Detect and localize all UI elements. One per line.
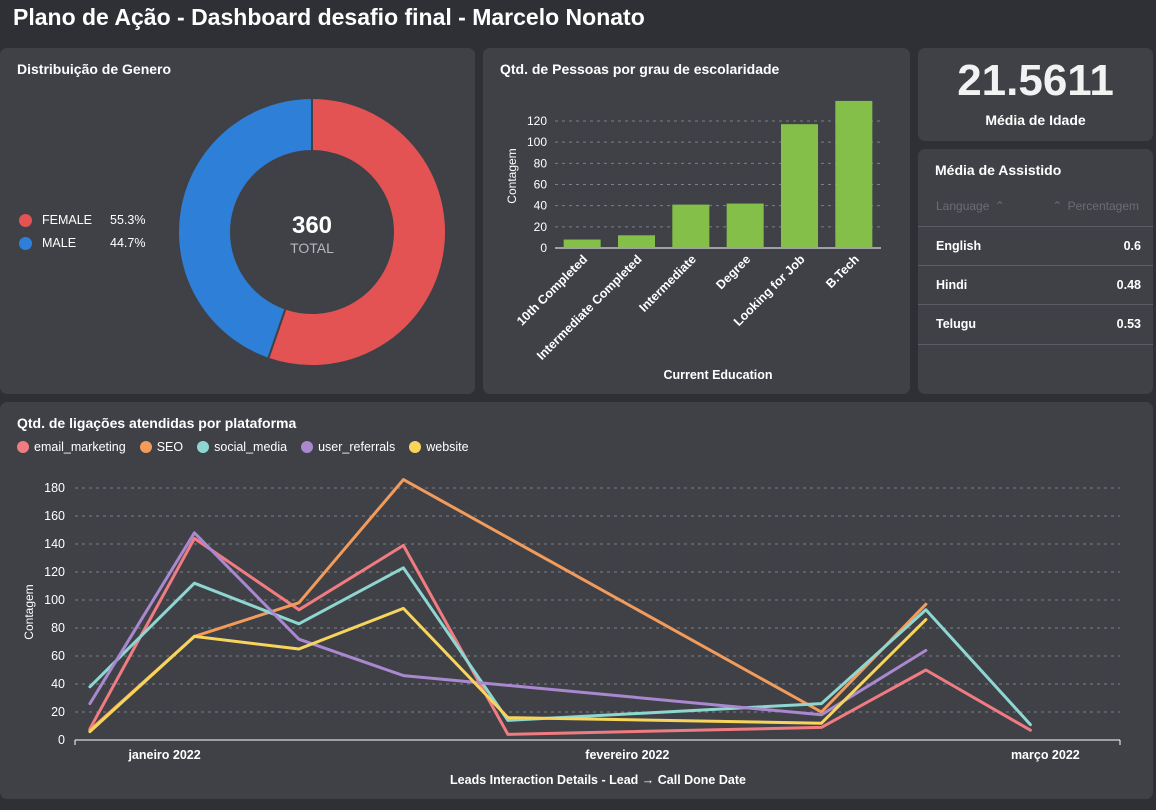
- column-label-language: Language: [936, 199, 990, 213]
- y-tick-label: 180: [44, 481, 65, 495]
- y-tick-label: 80: [51, 621, 65, 635]
- bar[interactable]: [618, 235, 655, 248]
- y-axis-title: Contagem: [505, 148, 519, 203]
- y-tick-label: 120: [44, 565, 65, 579]
- calls-line-chart: 0 20 40 60 80 100 120 140 160 180 janeiro 2022 feve…: [22, 478, 1121, 787]
- page-title: Plano de Ação - Dashboard desafio final …: [13, 4, 645, 30]
- table-cell-value: 0.53: [1116, 317, 1141, 331]
- gender-donut-chart: 360 TOTAL: [177, 96, 447, 367]
- series-line-seo[interactable]: [88, 478, 928, 732]
- bar[interactable]: [672, 204, 710, 248]
- table-row[interactable]: Telugu 0.53: [918, 304, 1153, 345]
- y-tick-label: 20: [534, 220, 548, 234]
- y-tick-label: 0: [58, 733, 65, 747]
- legend-label: website: [426, 440, 469, 454]
- y-tick-label: 140: [44, 537, 65, 551]
- y-tick-label: 40: [534, 199, 548, 213]
- age-kpi-card: 21.5611 Média de Idade: [918, 48, 1153, 141]
- x-tick-label: março 2022: [1011, 748, 1080, 762]
- gender-distribution-card: Distribuição de Genero FEMALE 55.3% MALE…: [0, 48, 475, 394]
- watch-card-title: Média de Assistido: [935, 162, 1062, 178]
- table-row[interactable]: English 0.6: [918, 226, 1153, 266]
- y-tick-label: 40: [51, 677, 65, 691]
- legend-label: social_media: [214, 440, 288, 454]
- series-line-user-referrals[interactable]: [88, 531, 928, 717]
- x-tick-label: Intermediate: [636, 252, 698, 314]
- legend-item-email-marketing[interactable]: email_marketing: [17, 440, 126, 454]
- legend-item-female[interactable]: FEMALE 55.3%: [19, 213, 145, 227]
- y-axis-title: Contagem: [22, 584, 36, 639]
- legend-dot: [139, 441, 152, 453]
- x-tick-label: Intermediate Completed: [534, 252, 645, 363]
- x-tick-label: janeiro 2022: [127, 748, 200, 762]
- legend-dot: [409, 441, 422, 453]
- calls-card-title: Qtd. de ligações atendidas por plataform…: [17, 415, 297, 431]
- donut-total-label: TOTAL: [290, 240, 334, 256]
- legend-label: email_marketing: [34, 440, 126, 454]
- sort-up-icon: ⌃: [1052, 199, 1063, 213]
- donut-slice-female[interactable]: [266, 96, 447, 367]
- legend-dot: [17, 441, 29, 453]
- y-tick-label: 60: [534, 178, 548, 192]
- y-tick-label: 120: [527, 114, 547, 128]
- series-line-website[interactable]: [88, 606, 928, 734]
- legend-item-user-referrals[interactable]: user_referrals: [301, 440, 395, 454]
- bar[interactable]: [726, 203, 764, 248]
- legend-label: user_referrals: [318, 440, 396, 454]
- table-cell-language: English: [936, 239, 982, 253]
- series-line-social-media[interactable]: [88, 566, 1032, 727]
- legend-item-social-media[interactable]: social_media: [197, 440, 287, 454]
- sort-up-icon: ⌃: [994, 199, 1005, 213]
- donut-slice-male[interactable]: [177, 96, 313, 360]
- table-cell-language: Hindi: [936, 278, 968, 292]
- table-row[interactable]: Hindi 0.48: [918, 265, 1153, 305]
- table-cell-language: Telugu: [936, 317, 977, 331]
- donut-total-value: 360: [292, 212, 332, 239]
- y-tick-label: 160: [44, 509, 65, 523]
- calls-by-platform-card: Qtd. de ligações atendidas por plataform…: [0, 402, 1153, 799]
- x-axis-title: Leads Interaction Details - Lead → Call …: [450, 773, 746, 787]
- kpi-label: Média de Idade: [985, 112, 1086, 128]
- legend-pct-male: 44.7%: [110, 236, 146, 250]
- legend-item-seo[interactable]: SEO: [139, 440, 184, 454]
- bar[interactable]: [563, 239, 601, 248]
- y-tick-label: 100: [527, 135, 547, 149]
- x-tick-label: B.Tech: [823, 252, 862, 291]
- legend-item-male[interactable]: MALE 44.7%: [19, 236, 145, 250]
- legend-dot-male: [19, 236, 32, 250]
- table-cell-value: 0.6: [1123, 239, 1141, 253]
- column-header-percentage[interactable]: ⌃ Percentagem: [1052, 199, 1139, 213]
- kpi-value: 21.5611: [957, 56, 1114, 105]
- legend-pct-female: 55.3%: [110, 213, 146, 227]
- column-label-percentage: Percentagem: [1067, 199, 1139, 213]
- legend-label: SEO: [156, 440, 184, 454]
- line-chart-legend: email_marketing SEO social_media user_re…: [17, 440, 483, 454]
- column-header-language[interactable]: Language ⌃: [936, 199, 1005, 213]
- x-tick-label: Degree: [713, 252, 753, 292]
- legend-item-website[interactable]: website: [409, 440, 469, 454]
- gender-card-title: Distribuição de Genero: [17, 61, 172, 77]
- education-card: Qtd. de Pessoas por grau de escolaridade…: [483, 48, 910, 394]
- table-cell-value: 0.48: [1116, 278, 1141, 292]
- y-tick-label: 0: [540, 241, 547, 255]
- legend-dot-female: [19, 213, 32, 227]
- legend-dot: [301, 441, 314, 453]
- bar[interactable]: [835, 100, 873, 248]
- y-tick-label: 60: [51, 649, 65, 663]
- y-tick-label: 20: [51, 705, 65, 719]
- watch-table-card: Média de Assistido Language ⌃ ⌃ Percenta…: [918, 149, 1153, 394]
- y-tick-label: 100: [44, 593, 65, 607]
- x-tick-label: fevereiro 2022: [585, 748, 669, 762]
- legend-label-female: FEMALE: [42, 213, 93, 227]
- legend-label-male: MALE: [42, 236, 77, 250]
- y-tick-label: 80: [534, 156, 548, 170]
- bar[interactable]: [781, 124, 818, 248]
- x-axis-title: Current Education: [663, 368, 772, 382]
- education-card-title: Qtd. de Pessoas por grau de escolaridade: [500, 61, 780, 77]
- legend-dot: [197, 441, 210, 453]
